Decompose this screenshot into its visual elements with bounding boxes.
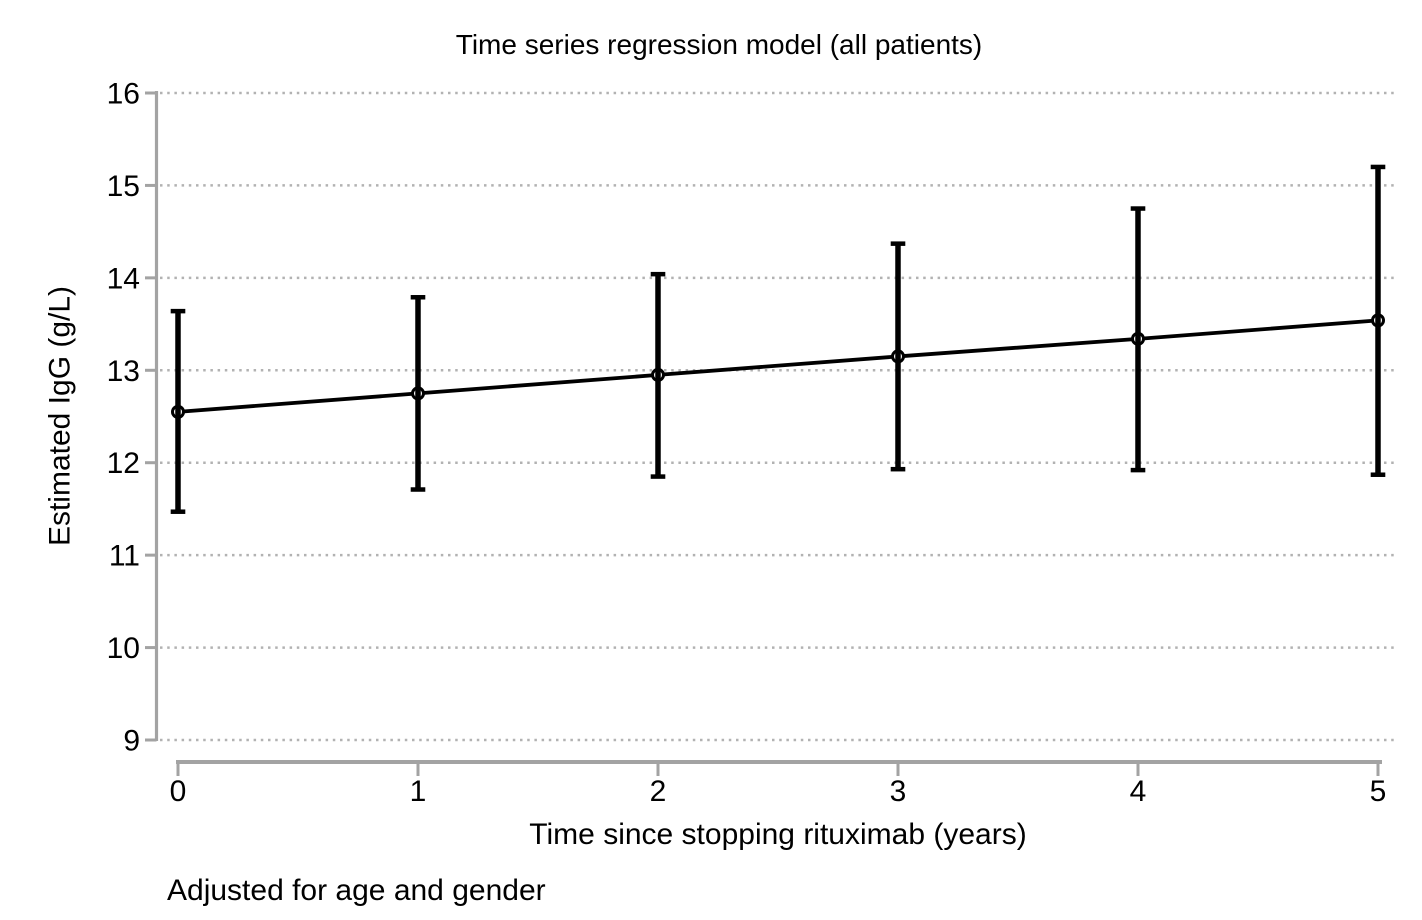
- x-tick-label: 3: [890, 775, 907, 808]
- y-tick-label: 10: [107, 632, 140, 665]
- x-tick-label: 4: [1130, 775, 1147, 808]
- y-tick-label: 12: [107, 447, 140, 480]
- trend-line: [177, 318, 1379, 414]
- y-tick-label: 16: [107, 78, 140, 111]
- x-tick-label: 1: [410, 775, 427, 808]
- y-tick-label: 14: [107, 262, 140, 295]
- y-tick-label: 15: [107, 170, 140, 203]
- x-tick-label: 2: [650, 775, 667, 808]
- x-axis-label: Time since stopping rituximab (years): [529, 818, 1027, 851]
- y-tick-label: 11: [109, 540, 140, 573]
- x-tick-label: 5: [1370, 775, 1387, 808]
- x-tick-label: 0: [170, 775, 187, 808]
- y-tick-label: 13: [107, 355, 140, 388]
- y-tick-label: 9: [123, 725, 140, 758]
- footnote: Adjusted for age and gender: [167, 874, 546, 907]
- chart-title: Time series regression model (all patien…: [455, 29, 983, 60]
